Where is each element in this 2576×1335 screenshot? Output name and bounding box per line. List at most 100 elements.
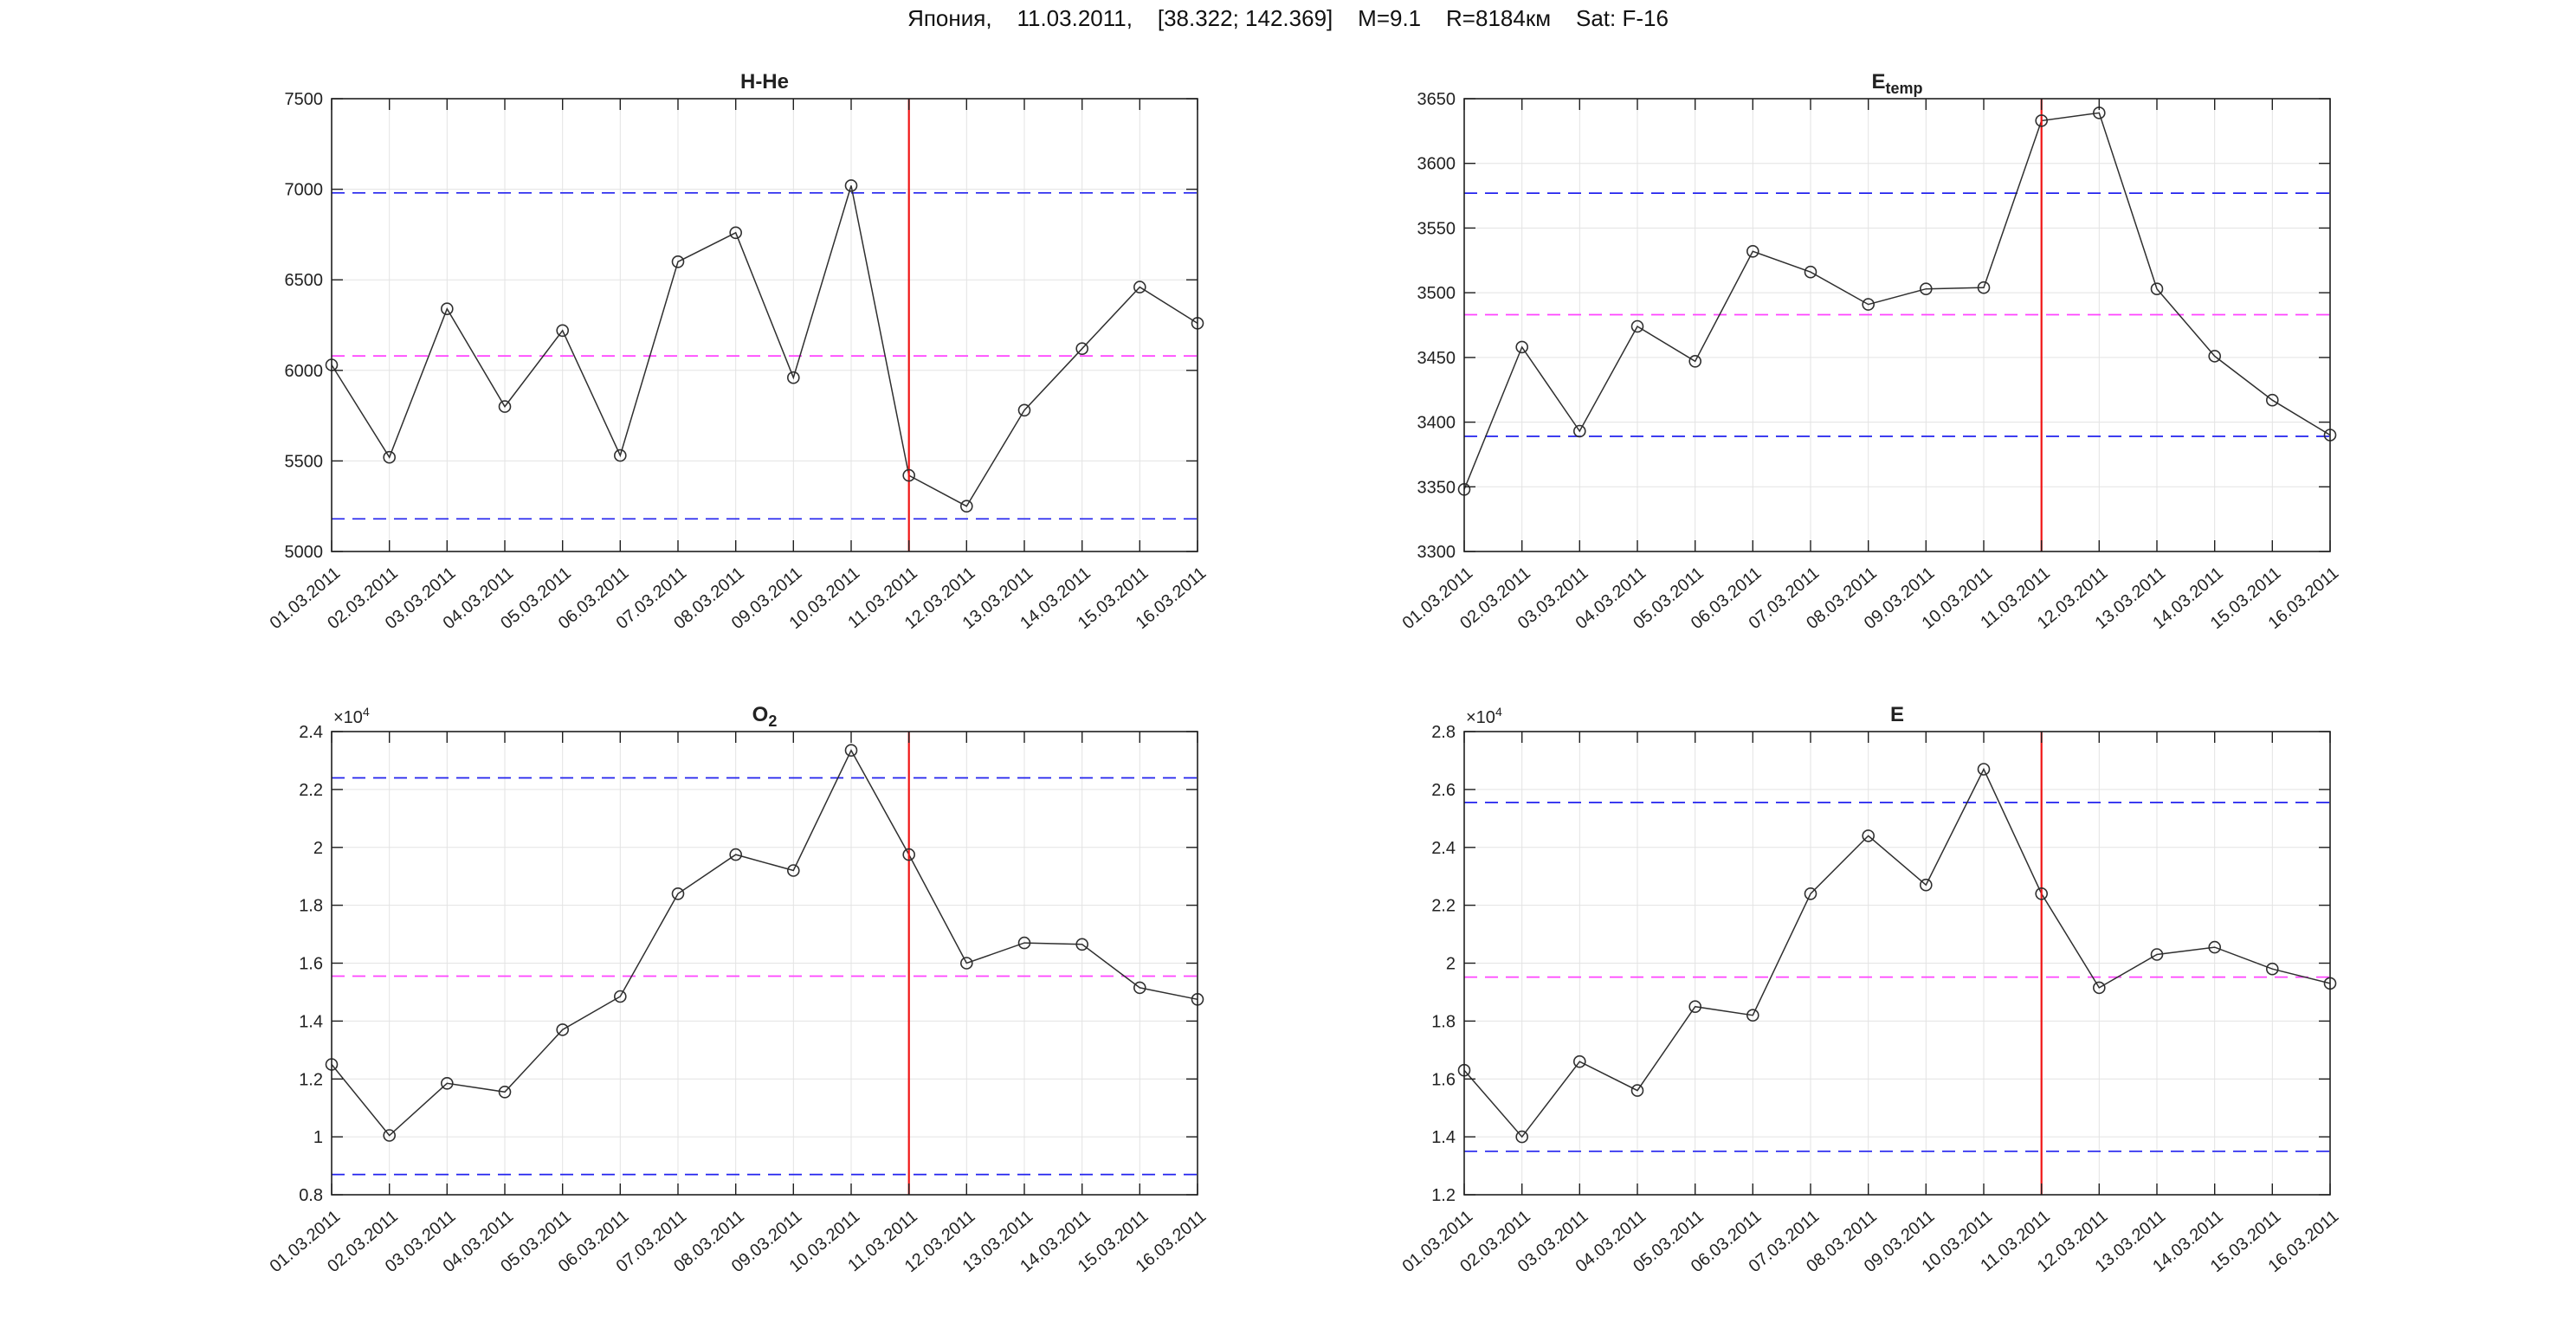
series-line [331,185,1198,507]
y-tick-label: 3650 [1417,90,1456,109]
y-tick-label: 3600 [1417,155,1456,174]
figure-title: Япония, 11.03.2011, [38.322; 142.369] M=… [907,5,1669,31]
data-point-marker [2208,940,2222,954]
data-point-marker [1919,878,1933,892]
subplot-e-temp: 3300 3350 3400 3450 3500 3550 3600 3650 01.03.20… [1365,66,2438,698]
data-point-marker [613,448,627,462]
data-point-marker [902,468,916,482]
subplot-h-he: 5000 5500 6000 6500 7000 7500 01.03.2011 02.03.… [232,66,1306,698]
data-point-marker [786,371,800,384]
data-point-marker [556,1023,570,1036]
data-point-marker [1804,265,1817,279]
data-point-marker [556,324,570,338]
data-point-marker [1573,424,1586,438]
y-tick-label: 1.2 [299,1070,323,1089]
y-tick-label: 1.6 [1431,1070,1456,1089]
data-point-marker [1515,340,1528,354]
subplot-o2: 0.8 1 1.2 1.4 1.6 1.8 2 2.2 2.4 01.03.2011 02.03.2… [232,699,1306,1331]
y-tick-label: 1.6 [299,955,323,974]
data-point-marker [729,226,743,240]
y-tick-label: 3400 [1417,414,1456,433]
data-point-marker [1075,938,1089,951]
data-point-marker [1017,936,1031,950]
data-point-marker [2150,282,2164,296]
data-point-marker [729,848,743,861]
data-point-marker [1630,319,1644,333]
data-point-marker [1746,245,1759,258]
data-point-marker [1630,1084,1644,1097]
y-tick-label: 1.2 [1431,1186,1456,1205]
y-tick-label: 2.8 [1431,723,1456,742]
data-point-marker [2266,962,2279,976]
y-tick-label: 6500 [285,271,324,290]
y-tick-label: 3550 [1417,219,1456,238]
series-line [1463,112,2331,490]
y-tick-label: 2 [313,839,323,858]
y-tick-label: 3350 [1417,478,1456,497]
y-tick-label: 3300 [1417,543,1456,562]
data-point-marker [1133,981,1146,995]
data-point-marker [1515,1130,1528,1144]
y-tick-label: 2.2 [299,781,323,800]
y-tick-label: 1.4 [299,1012,323,1031]
data-point-marker [2092,981,2106,995]
chart-svg: 50005500600065007000750001.03.201102.03.… [267,70,1211,633]
data-point-marker [1977,281,1991,294]
subplot-title: H-He [740,70,789,94]
data-point-marker [1919,282,1933,296]
y-tick-label: 2.6 [1431,781,1456,800]
y-tick-label: 6000 [285,362,324,381]
data-point-marker [959,500,973,513]
data-point-marker [844,744,858,758]
data-point-marker [2150,948,2164,961]
y-tick-label: 2 [1446,955,1456,974]
data-point-marker [1804,887,1817,900]
data-point-marker [383,450,396,464]
y-tick-label: 5500 [285,452,324,471]
y-axis-exponent: ×104 [1466,705,1502,727]
data-point-marker [2208,350,2222,363]
data-point-marker [1017,403,1031,417]
series-line [331,749,1198,1137]
y-tick-label: 2.2 [1431,897,1456,916]
data-point-marker [1573,1054,1586,1068]
data-point-marker [2035,887,2049,900]
data-point-marker [498,1085,512,1099]
data-point-marker [1133,281,1146,293]
data-point-marker [902,848,916,861]
subplot-title: E [1890,703,1904,726]
data-point-marker [1862,829,1876,842]
data-point-marker [2035,114,2049,127]
data-point-marker [2266,393,2279,407]
data-point-marker [441,1076,454,1090]
chart-svg: 1.21.41.61.822.22.42.62.801.03.201102.03… [1399,703,2343,1276]
data-point-marker [786,864,800,877]
data-point-marker [1862,298,1876,311]
data-point-marker [1977,763,1991,776]
data-point-marker [844,179,858,192]
y-tick-label: 7000 [285,181,324,200]
data-point-marker [498,400,512,413]
y-tick-label: 2.4 [1431,839,1456,858]
y-tick-label: 0.8 [299,1186,323,1205]
chart-svg: 0.811.21.41.61.822.22.401.03.201102.03.2… [267,703,1211,1276]
y-tick-label: 3500 [1417,284,1456,303]
y-tick-label: 1 [313,1128,323,1147]
y-axis-exponent: ×104 [333,705,370,727]
axes-box [1463,98,2331,552]
data-point-marker [1688,1000,1702,1014]
data-point-marker [1688,354,1702,368]
data-point-marker [1075,342,1089,356]
data-point-marker [959,957,973,970]
subplot-title: Etemp [1871,70,1922,97]
subplot-e: 1.2 1.4 1.6 1.8 2 2.2 2.4 2.6 2.8 01.03.2011 02.03… [1365,699,2438,1331]
subplot-title: O2 [752,703,778,730]
y-tick-label: 3450 [1417,349,1456,368]
data-point-marker [1746,1009,1759,1022]
y-tick-label: 7500 [285,90,324,109]
data-point-marker [671,887,685,900]
y-tick-label: 2.4 [299,723,323,742]
series-line [1463,767,2331,1138]
data-point-marker [613,990,627,1003]
